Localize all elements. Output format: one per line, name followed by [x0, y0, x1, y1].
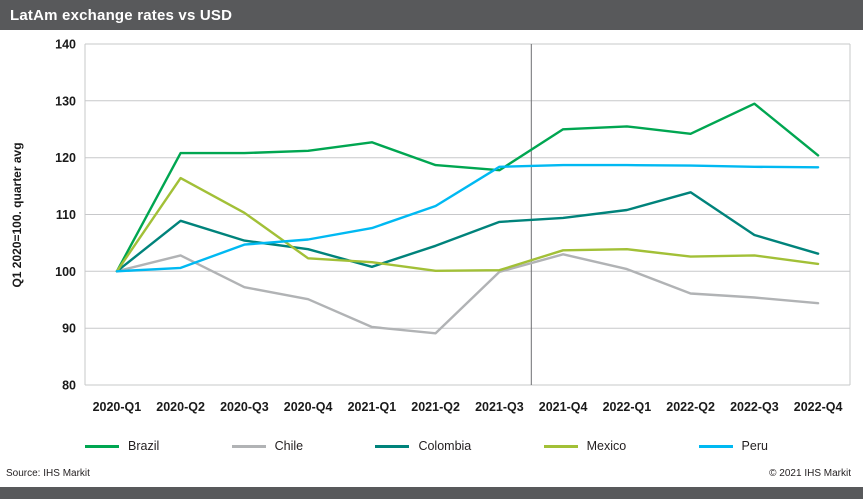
title-bar: LatAm exchange rates vs USD	[0, 0, 863, 30]
y-tick-label: 130	[55, 94, 76, 108]
legend-item-mexico: Mexico	[543, 439, 627, 453]
legend-label: Brazil	[128, 439, 160, 453]
footer-bar	[0, 487, 863, 499]
legend-item-peru: Peru	[698, 439, 768, 453]
legend-swatch-4	[698, 444, 733, 448]
chart-svg: 80 90 100 110 120 130 140 2020-Q1 2020-Q2 2020-Q3…	[55, 38, 851, 414]
series-line-peru	[115, 163, 820, 273]
legend-swatch-1	[231, 444, 266, 448]
legend-swatch-0	[85, 444, 119, 448]
chart-area: 80 90 100 110 120 130 140 2020-Q1 2020-Q2 2020-Q3…	[0, 30, 863, 430]
legend-item-colombia: Colombia	[375, 439, 471, 453]
x-tick-label: 2021-Q1	[348, 400, 397, 414]
series-line-colombia	[115, 191, 820, 273]
series-line-mexico	[115, 176, 820, 273]
legend-item-brazil: Brazil	[85, 439, 159, 453]
legend-item-chile: Chile	[231, 439, 304, 453]
y-tick-label: 90	[62, 322, 76, 336]
series-line-chile	[115, 253, 820, 335]
y-axis-title: Q1 2020=100. quarter avg	[10, 142, 24, 288]
y-tick-label: 100	[55, 265, 76, 279]
copyright-text: © 2021 IHS Markit	[769, 468, 851, 479]
page-title: LatAm exchange rates vs USD	[10, 6, 233, 24]
x-tick-label: 2020-Q3	[220, 400, 269, 414]
legend-label: Chile	[274, 439, 304, 453]
y-tick-label: 140	[55, 38, 76, 52]
y-tick-label: 120	[55, 151, 76, 165]
x-tick-label: 2020-Q2	[156, 400, 205, 414]
chart-legend: Brazil Chile Colombia Mexico Peru	[85, 430, 768, 462]
x-tick-label: 2022-Q4	[794, 400, 843, 414]
legend-label: Peru	[741, 439, 768, 453]
legend-label: Mexico	[586, 439, 627, 453]
x-tick-label: 2021-Q2	[411, 400, 460, 414]
x-tick-label: 2021-Q4	[539, 400, 588, 414]
legend-swatch-2	[375, 444, 410, 448]
x-tick-label: 2022-Q2	[666, 400, 715, 414]
legend-label: Colombia	[418, 439, 472, 453]
source-text: Source: IHS Markit	[6, 468, 90, 479]
series-line-brazil	[115, 102, 820, 273]
x-tick-label: 2020-Q1	[93, 400, 142, 414]
legend-swatch-3	[543, 444, 578, 448]
y-tick-label: 110	[56, 208, 76, 222]
x-tick-label: 2022-Q3	[730, 400, 779, 414]
footer: Source: IHS Markit © 2021 IHS Markit	[0, 462, 863, 487]
y-tick-label: 80	[62, 379, 76, 393]
x-tick-label: 2021-Q3	[475, 400, 524, 414]
x-tick-label: 2020-Q4	[284, 400, 333, 414]
x-tick-label: 2022-Q1	[603, 400, 652, 414]
